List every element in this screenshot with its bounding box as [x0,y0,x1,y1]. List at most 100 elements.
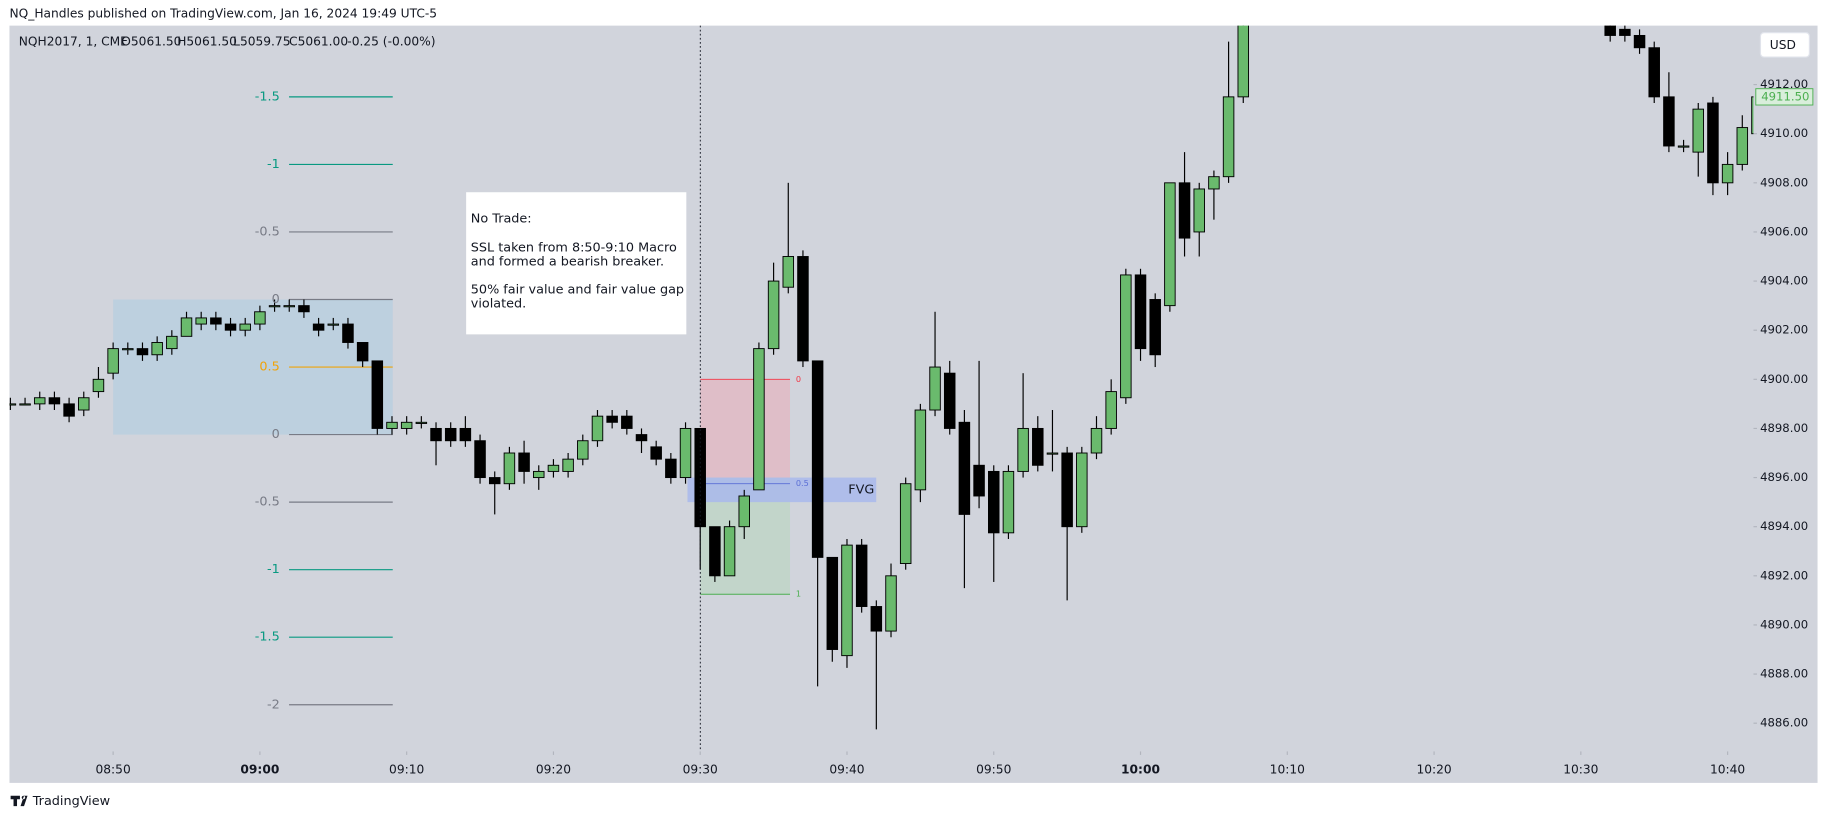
candle-body [400,421,413,429]
candle-body [562,458,574,472]
x-tick-label: 09:30 [683,763,718,777]
fib-label: -0.5 [255,495,280,510]
legend-low: L5059.75 [233,34,290,48]
legend-change: -0.25 (-0.00%) [347,34,435,48]
candle-body [635,434,648,442]
candle-body [415,421,428,424]
currency-button-bg[interactable] [1759,32,1810,58]
candle-body [694,427,706,528]
candle-body [929,366,941,411]
y-tick-label: 4910.00 [1760,126,1808,140]
legend-open: O5061.50 [121,34,181,48]
candle-body [1002,470,1015,534]
note-box: No Trade: SSL taken from 8:50-9:10 Macro… [466,192,687,335]
candle-body [151,342,163,356]
candle-body [224,323,237,331]
candle-body [826,556,839,650]
candle-body [1120,274,1132,399]
candle-body [988,470,1000,534]
candle-body [122,348,134,351]
candle-body [33,397,46,405]
last-price-box [1755,88,1814,106]
candle-body [371,360,384,429]
candle-body [943,372,956,429]
candle-body [797,256,809,362]
tool-label: 1 [796,589,801,599]
y-tick-label: 4908.00 [1760,175,1808,189]
y-tick-label: 4900.00 [1760,372,1808,386]
y-tick-label: 4912.00 [1760,77,1808,91]
y-tick-label: 4898.00 [1760,421,1808,435]
zone [700,379,791,478]
note-line: violated. [471,297,526,312]
candle-body [811,360,824,558]
candle-body [870,606,883,632]
candle-body [1134,274,1147,350]
y-tick-label: 4888.00 [1760,667,1808,681]
logo-icon [10,795,28,807]
candle-body [885,575,897,632]
candle-body [973,464,985,497]
candle-body [327,323,340,326]
candle-body [239,323,251,331]
note-title: No Trade: [471,212,532,227]
y-tick-label: 4890.00 [1760,617,1808,631]
candle-body [723,526,736,577]
candle-body [782,256,795,288]
candle-body [709,526,721,577]
candle-body [356,342,369,362]
candle-body [1208,176,1220,190]
currency-label[interactable]: USD [1770,38,1796,52]
candle-body [753,348,765,491]
candle-body [136,348,149,356]
candle-body [899,483,912,564]
fib-label: -1 [267,562,280,577]
x-tick-label: 09:10 [389,763,424,777]
candle-body [958,421,971,515]
note-background [466,192,687,335]
tool-label: 0.5 [796,478,809,488]
candle-body [1017,427,1029,472]
footer-logo: TradingView [10,794,110,809]
currency-button[interactable]: USD [1759,32,1810,58]
candle-body [1604,25,1616,36]
candle-body [1046,452,1059,455]
x-tick-label: 09:20 [536,763,571,777]
fib-label: -1.5 [255,630,280,645]
candle-body [166,335,178,350]
y-tick-label: 4896.00 [1760,470,1808,484]
tool-label: 0 [796,374,801,384]
candle-body [1721,163,1734,184]
candle-body [1751,96,1754,135]
header: NQ_Handles published on TradingView.com,… [9,6,437,20]
candle-body [298,305,310,313]
candle-body [621,415,633,429]
candle-body [679,427,692,479]
plot [9,25,1754,730]
legend-close: C5061.00 [289,34,348,48]
candle-body [1164,182,1176,307]
candle-body [547,464,560,472]
footer-text: TradingView [32,794,110,809]
note-line: SSL taken from 8:50-9:10 Macro [471,241,677,256]
candle-body [474,440,486,479]
candle-body [650,446,662,460]
candle-body [533,470,545,479]
y-tick-label: 4886.00 [1760,716,1808,730]
candle-body [591,415,604,442]
legend: NQH2017, 1, CME O5061.50 H5061.50 L5059.… [19,34,436,48]
candle-body [9,403,17,406]
candle-body [1105,391,1117,429]
candle-body [518,452,530,472]
candle-body [195,317,207,325]
x-tick-label: 09:40 [829,763,864,777]
fib-label: -1.5 [255,89,280,104]
candle-body [63,403,75,417]
y-tick-label: 4904.00 [1760,274,1808,288]
legend-high: H5061.50 [177,34,237,48]
candle-body [459,427,472,442]
y-tick-label: 4894.00 [1760,519,1808,533]
candle-body [1677,145,1690,148]
fib-label: 0 [272,292,280,307]
